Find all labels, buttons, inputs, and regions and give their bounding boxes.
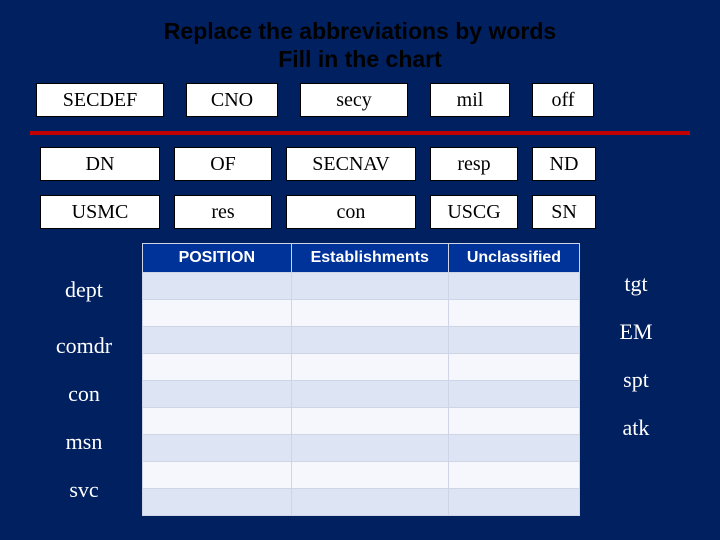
abbr-box-res: res (174, 195, 272, 229)
row-label-dept: dept (34, 277, 134, 303)
chart-header-row: POSITION Establishments Unclassified (143, 244, 580, 273)
abbr-box-secdef: SECDEF (36, 83, 164, 117)
right-label-atk: atk (596, 415, 676, 441)
table-row (143, 354, 580, 381)
right-label-spt: spt (596, 367, 676, 393)
chart-header-unclassified: Unclassified (448, 244, 579, 273)
chart-table: POSITION Establishments Unclassified (142, 243, 580, 516)
abbr-box-uscg: USCG (430, 195, 518, 229)
abbr-row-3: USMC res con USCG SN (30, 195, 690, 229)
abbreviation-rows: SECDEF CNO secy mil off DN OF SECNAV res… (30, 83, 690, 229)
abbr-box-dn: DN (40, 147, 160, 181)
abbr-box-nd: ND (532, 147, 596, 181)
right-label-tgt: tgt (596, 271, 676, 297)
row-label-svc: svc (34, 477, 134, 503)
table-row (143, 462, 580, 489)
table-row (143, 489, 580, 516)
abbr-box-cno: CNO (186, 83, 278, 117)
table-row (143, 327, 580, 354)
table-row (143, 300, 580, 327)
abbr-box-of: OF (174, 147, 272, 181)
chart-header-position: POSITION (143, 244, 292, 273)
title-line-2: Fill in the chart (278, 46, 442, 72)
slide: Replace the abbreviations by words Fill … (0, 0, 720, 540)
abbr-box-con: con (286, 195, 416, 229)
abbr-box-off: off (532, 83, 594, 117)
row-label-comdr: comdr (34, 333, 134, 359)
row-label-msn: msn (34, 429, 134, 455)
right-label-em: EM (596, 319, 676, 345)
abbr-row-2: DN OF SECNAV resp ND (30, 147, 690, 181)
title-line-1: Replace the abbreviations by words (164, 18, 556, 44)
red-divider (30, 131, 690, 135)
abbr-box-usmc: USMC (40, 195, 160, 229)
abbr-box-mil: mil (430, 83, 510, 117)
abbr-box-resp: resp (430, 147, 518, 181)
abbr-row-1: SECDEF CNO secy mil off (30, 83, 690, 117)
abbr-box-secnav: SECNAV (286, 147, 416, 181)
table-row (143, 435, 580, 462)
chart-header-establishments: Establishments (291, 244, 448, 273)
abbr-box-secy: secy (300, 83, 408, 117)
slide-title: Replace the abbreviations by words Fill … (30, 18, 690, 73)
table-row (143, 381, 580, 408)
abbr-box-sn: SN (532, 195, 596, 229)
table-row (143, 273, 580, 300)
row-label-con: con (34, 381, 134, 407)
table-row (143, 408, 580, 435)
